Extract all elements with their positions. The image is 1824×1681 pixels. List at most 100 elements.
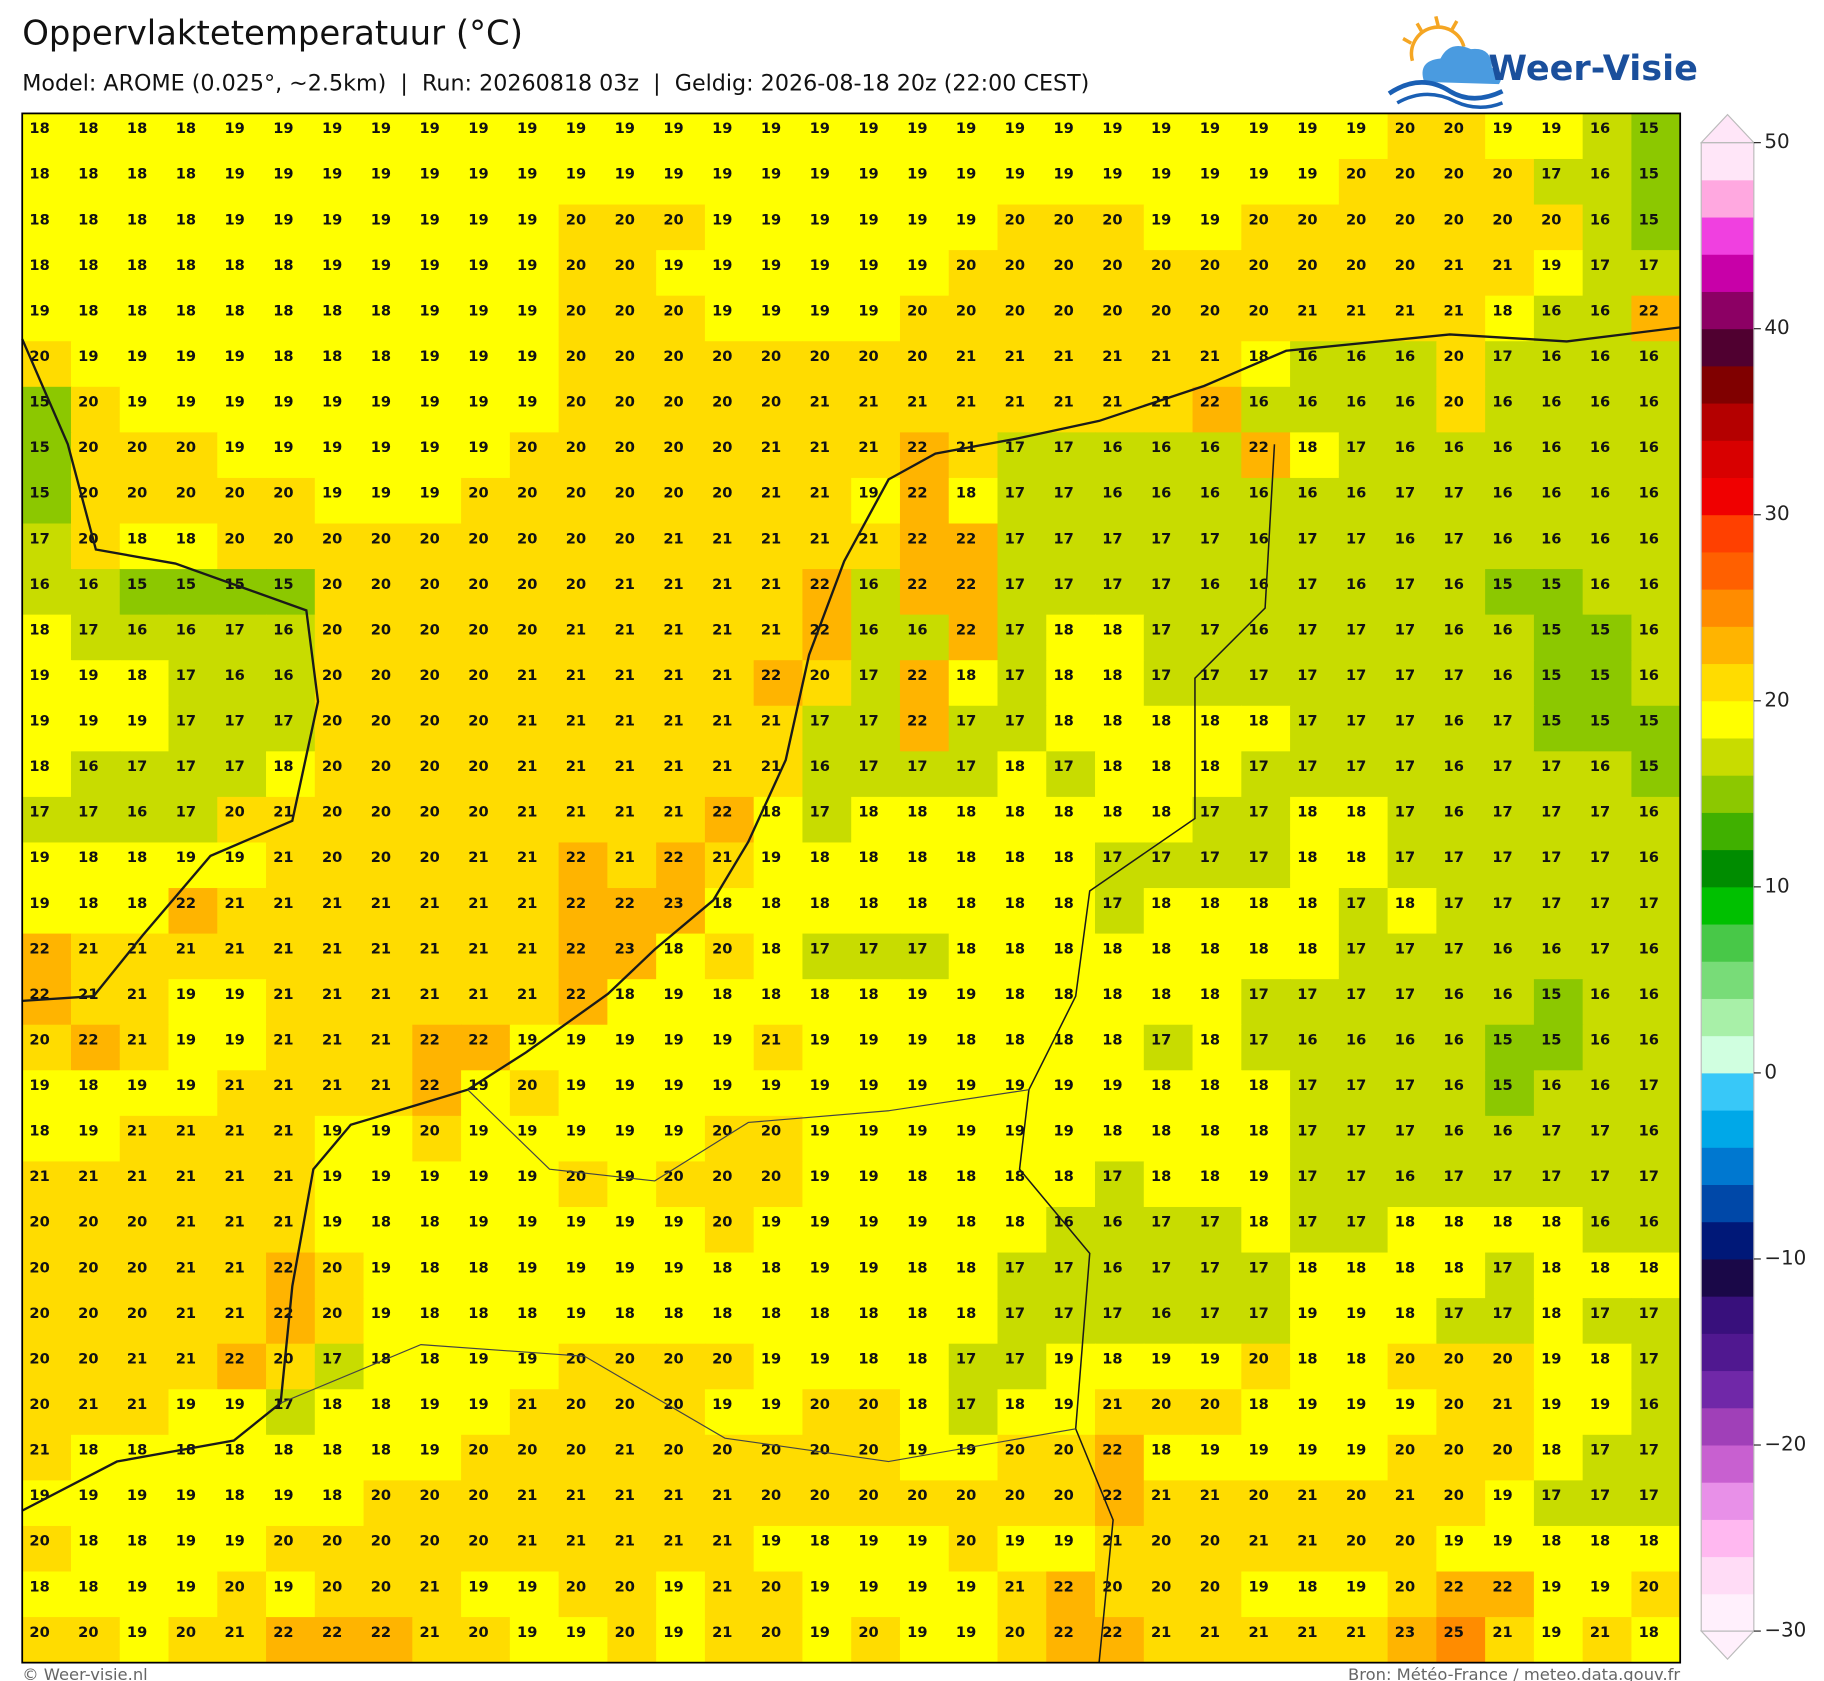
temperature-label: 16 (1444, 804, 1464, 821)
temperature-cell (168, 1206, 218, 1254)
temperature-cell (412, 751, 462, 798)
temperature-label: 20 (858, 348, 878, 365)
temperature-label: 15 (1590, 713, 1610, 730)
temperature-cell (461, 113, 511, 160)
temperature-label: 20 (468, 713, 488, 730)
temperature-label: 18 (29, 758, 49, 775)
temperature-cell (899, 1024, 950, 1071)
temperature-cell (1631, 341, 1681, 388)
temperature-label: 21 (322, 940, 342, 957)
temperature-label: 19 (371, 1305, 391, 1322)
temperature-label: 18 (858, 804, 878, 821)
temperature-cell (461, 569, 511, 616)
temperature-label: 22 (1249, 439, 1269, 456)
temperature-cell (1533, 1571, 1584, 1618)
temperature-cell (1241, 751, 1291, 798)
temperature-label: 19 (1346, 1305, 1366, 1322)
temperature-label: 20 (663, 1442, 683, 1459)
temperature-cell (1338, 523, 1389, 570)
temperature-cell (217, 204, 267, 251)
temperature-label: 19 (907, 120, 927, 137)
temperature-cell (70, 386, 121, 434)
temperature-label: 19 (371, 1168, 391, 1185)
temperature-label: 20 (615, 211, 635, 228)
temperature-cell (1338, 250, 1389, 297)
temperature-cell (607, 569, 657, 616)
temperature-cell (363, 569, 414, 616)
temperature-cell (314, 796, 365, 844)
temperature-label: 16 (1541, 530, 1561, 547)
temperature-label: 20 (273, 485, 293, 502)
temperature-cell (1631, 1480, 1681, 1527)
temperature-label: 18 (371, 1214, 391, 1231)
temperature-cell (1046, 523, 1096, 570)
temperature-cell (314, 614, 365, 661)
temperature-label: 17 (1395, 849, 1415, 866)
temperature-label: 18 (176, 166, 196, 183)
temperature-label: 18 (322, 1442, 342, 1459)
temperature-label: 18 (1151, 1123, 1171, 1140)
temperature-cell (899, 1389, 950, 1436)
temperature-label: 21 (224, 1305, 244, 1322)
temperature-cell (704, 705, 755, 753)
temperature-label: 21 (273, 940, 293, 957)
temperature-label: 21 (517, 986, 537, 1003)
temperature-cell (1290, 796, 1340, 844)
temperature-cell (558, 158, 609, 206)
temperature-cell (1533, 796, 1584, 844)
temperature-label: 21 (566, 758, 586, 775)
temperature-label: 16 (78, 758, 98, 775)
temperature-cell (1338, 1617, 1389, 1664)
temperature-label: 21 (956, 348, 976, 365)
temperature-label: 19 (468, 1168, 488, 1185)
temperature-cell (1143, 158, 1194, 206)
temperature-label: 20 (566, 211, 586, 228)
temperature-cell (802, 1389, 852, 1436)
temperature-cell (656, 614, 706, 661)
temperature-cell (1387, 1206, 1438, 1254)
temperature-label: 18 (420, 1350, 440, 1367)
temperature-cell (509, 386, 560, 434)
temperature-label: 19 (420, 394, 440, 411)
temperature-cell (1485, 477, 1535, 525)
temperature-label: 18 (371, 348, 391, 365)
temperature-label: 19 (566, 1259, 586, 1276)
temperature-cell (1582, 113, 1633, 160)
temperature-label: 20 (371, 1533, 391, 1550)
temperature-label: 18 (78, 895, 98, 912)
temperature-label: 20 (322, 1305, 342, 1322)
temperature-cell (1533, 842, 1584, 889)
temperature-label: 18 (224, 1487, 244, 1504)
temperature-cell (1290, 477, 1340, 525)
temperature-label: 15 (176, 576, 196, 593)
temperature-label: 21 (322, 986, 342, 1003)
temperature-cell (1143, 1161, 1194, 1208)
temperature-cell (70, 1525, 121, 1573)
temperature-cell (412, 796, 462, 844)
temperature-label: 17 (956, 758, 976, 775)
temperature-label: 17 (1541, 804, 1561, 821)
temperature-cell (314, 1525, 365, 1573)
temperature-cell (1143, 204, 1194, 251)
temperature-label: 20 (420, 667, 440, 684)
temperature-label: 19 (810, 1578, 830, 1595)
temperature-cell (1485, 569, 1535, 616)
temperature-label: 17 (1053, 530, 1073, 547)
colorbar-tick-label: 50 (1764, 130, 1789, 153)
temperature-cell (1436, 705, 1486, 753)
temperature-cell (266, 1617, 316, 1664)
temperature-label: 15 (29, 485, 49, 502)
temperature-cell (168, 1115, 218, 1163)
temperature-cell (1338, 341, 1389, 388)
temperature-label: 19 (224, 439, 244, 456)
temperature-label: 17 (1151, 667, 1171, 684)
temperature-cell (22, 295, 72, 342)
temperature-cell (119, 295, 170, 342)
temperature-cell (704, 477, 755, 525)
temperature-cell (1582, 796, 1633, 844)
temperature-label: 18 (761, 986, 781, 1003)
temperature-cell (1436, 1115, 1486, 1163)
temperature-label: 19 (322, 211, 342, 228)
temperature-label: 17 (1297, 758, 1317, 775)
temperature-cell (1485, 113, 1535, 160)
